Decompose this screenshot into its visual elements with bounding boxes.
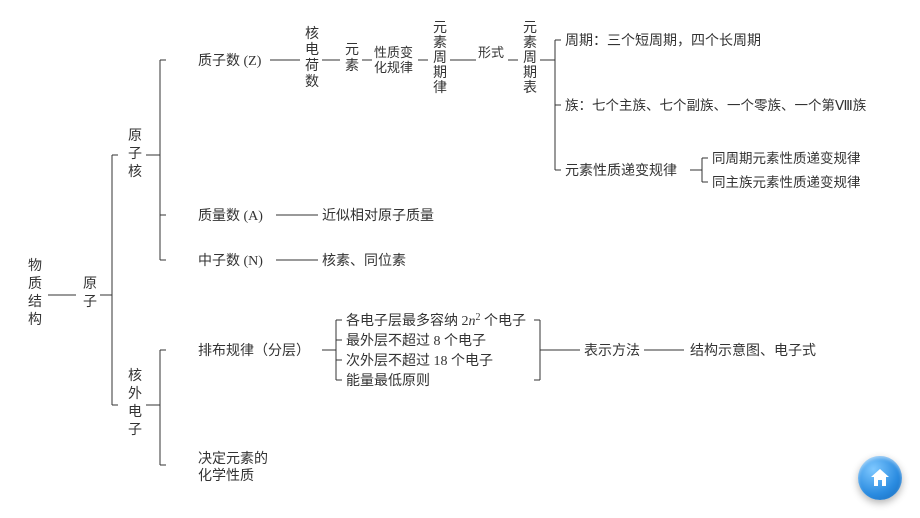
nucleus-label: 核 <box>128 164 142 180</box>
rule-outermost-8: 最外层不超过 8 个电子 <box>346 333 486 349</box>
same-period-trend-label: 同周期元素性质递变规律 <box>712 151 861 166</box>
element-label: 元 <box>345 43 359 58</box>
nuclear-charge-label: 核 <box>305 26 319 42</box>
nucleus-label: 原 <box>128 129 142 144</box>
rule-max-per-shell: 各电子层最多容纳 2n2 个电子 <box>346 312 526 330</box>
root-label: 构 <box>28 312 42 328</box>
mass-number-label: 质量数 (A) <box>198 208 263 224</box>
nucleus-label: 子 <box>128 146 142 162</box>
nuclear-charge-label: 荷 <box>305 58 319 74</box>
rule-next-outer-18: 次外层不超过 18 个电子 <box>346 353 493 369</box>
extranuclear-electron-label: 核 <box>128 368 142 384</box>
proton-number-label: 质子数 (Z) <box>198 53 262 69</box>
periodic-law-label: 律 <box>433 80 447 96</box>
approx-mass-label: 近似相对原子质量 <box>322 208 434 224</box>
neutron-number-label: 中子数 (N) <box>198 253 263 269</box>
extranuclear-electron-label: 子 <box>128 422 142 438</box>
periodic-table-label: 素 <box>523 35 537 51</box>
extranuclear-electron-label: 外 <box>128 386 142 402</box>
rule-lowest-energy: 能量最低原则 <box>346 373 430 389</box>
periodic-table-label: 期 <box>523 65 537 81</box>
periodic-table-label: 表 <box>523 80 537 96</box>
structure-diagram-electron-formula-label: 结构示意图、电子式 <box>690 342 816 359</box>
property-change-label: 化规律 <box>374 60 413 75</box>
form-label: 形式 <box>478 45 504 60</box>
root-label: 物 <box>28 258 42 274</box>
periodic-table-label: 周 <box>523 51 537 66</box>
home-icon <box>868 466 892 490</box>
group-label: 族：七个主族、七个副族、一个零族、一个第Ⅷ族 <box>565 97 867 113</box>
trend-label: 元素性质递变规律 <box>565 163 677 179</box>
periodic-law-label: 素 <box>433 35 447 51</box>
periodic-law-label: 元 <box>433 21 447 36</box>
nuclear-charge-label: 电 <box>305 42 319 58</box>
periodic-law-label: 期 <box>433 65 447 81</box>
home-fab[interactable] <box>858 456 902 500</box>
atom-label: 原 <box>83 277 97 292</box>
nuclide-isotope-label: 核素、同位素 <box>322 253 406 269</box>
extranuclear-electron-label: 电 <box>128 404 142 420</box>
representation-method-label: 表示方法 <box>584 343 640 359</box>
determines-chemical-properties-label: 决定元素的 <box>198 451 268 467</box>
arrangement-law-label: 排布规律（分层） <box>198 343 310 359</box>
nuclear-charge-label: 数 <box>305 74 319 90</box>
root-label: 结 <box>28 294 42 310</box>
property-change-label: 性质变 <box>374 45 413 60</box>
atom-label: 子 <box>83 294 97 310</box>
periodic-table-label: 元 <box>523 21 537 36</box>
root-label: 质 <box>28 276 42 292</box>
periodic-law-label: 周 <box>433 51 447 66</box>
determines-chemical-properties-label: 化学性质 <box>198 468 254 484</box>
period-label: 周期：三个短周期，四个长周期 <box>565 33 761 49</box>
element-label: 素 <box>345 58 359 74</box>
same-group-trend-label: 同主族元素性质递变规律 <box>712 175 861 190</box>
